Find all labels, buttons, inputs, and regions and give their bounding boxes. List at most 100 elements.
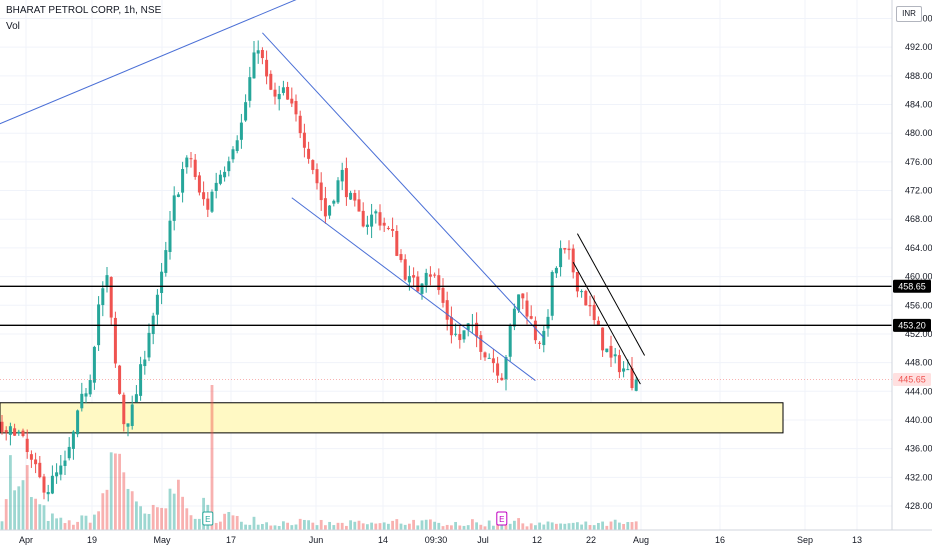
- candle-body: [214, 182, 218, 191]
- candle-body: [164, 250, 168, 273]
- candle-body: [63, 460, 67, 466]
- candle-body: [433, 274, 437, 276]
- candle-body: [596, 320, 600, 326]
- candle-body: [391, 229, 395, 231]
- volume-bar: [277, 525, 281, 530]
- volume-bar: [185, 508, 189, 530]
- price-axis[interactable]: 428.00 432.00 436.00 440.00 444.00 448.00 452.…: [893, 14, 932, 512]
- volume-bar: [177, 479, 180, 530]
- volume-bar: [399, 523, 403, 530]
- time-tick-label: Apr: [19, 535, 33, 545]
- volume-bar: [214, 522, 218, 530]
- volume-bar: [513, 520, 516, 530]
- candle-body: [491, 358, 495, 364]
- candle-body: [580, 291, 584, 293]
- volume-bar: [172, 493, 176, 530]
- volume-bar: [483, 526, 487, 530]
- volume-bar: [382, 522, 386, 530]
- candle-body: [357, 199, 361, 212]
- candle-body: [361, 210, 365, 227]
- candle-body: [571, 248, 575, 273]
- candle-body: [496, 363, 500, 376]
- volume-bar: [466, 525, 470, 530]
- volume-bar: [51, 513, 54, 530]
- candle-body: [525, 300, 529, 317]
- volume-bar: [25, 465, 29, 530]
- candle-body: [529, 316, 533, 319]
- volume-bar: [67, 520, 71, 530]
- candle-body: [67, 446, 71, 459]
- volume-bar: [462, 525, 466, 530]
- support-zone[interactable]: [0, 402, 784, 434]
- candle-body: [483, 352, 487, 358]
- volume-bar: [34, 498, 37, 530]
- volume-bar: [231, 515, 235, 530]
- candle-body: [500, 377, 504, 381]
- volume-bar: [500, 525, 504, 530]
- volume-bar: [240, 521, 243, 530]
- candle-body: [617, 355, 621, 373]
- volume-bar: [147, 513, 151, 530]
- time-axis[interactable]: Apr 19 May 17 Jun 14 09:30 Jul 12 22 Aug 16 Sep 13: [19, 535, 862, 545]
- volume-bar: [454, 521, 457, 530]
- volume-bar: [315, 525, 319, 530]
- time-tick-label: 17: [226, 535, 236, 545]
- drawn-lines[interactable]: [0, 0, 892, 385]
- currency-badge[interactable]: INR: [896, 6, 922, 22]
- candle-body: [13, 428, 17, 436]
- candle-body: [122, 394, 126, 425]
- candle-body: [605, 348, 609, 353]
- volume-bar: [353, 521, 357, 530]
- volume-bar: [357, 520, 361, 530]
- candles[interactable]: [0, 40, 638, 502]
- volume-bar: [219, 521, 222, 530]
- time-tick-label: 13: [852, 535, 862, 545]
- candle-body: [550, 272, 554, 316]
- candle-body: [332, 200, 336, 204]
- volume-bar: [139, 506, 142, 530]
- volume-bar: [361, 523, 365, 530]
- volume-bar: [181, 496, 184, 530]
- candle-body: [622, 368, 626, 372]
- candle-body: [46, 492, 50, 495]
- volume-bar: [546, 521, 550, 530]
- volume-bar: [559, 523, 562, 530]
- volume-bar: [97, 511, 100, 530]
- volume-bar: [261, 524, 264, 530]
- volume-bar: [311, 522, 315, 530]
- candle-body: [4, 430, 8, 433]
- volume-bar: [597, 522, 600, 530]
- volume-bar: [160, 507, 163, 530]
- volume-bar: [9, 455, 12, 530]
- candle-body: [260, 50, 264, 59]
- candle-body: [139, 364, 143, 396]
- price-tick-label: 468.00: [905, 214, 932, 224]
- candle-body: [386, 227, 390, 229]
- candle-body: [185, 157, 189, 168]
- volume-bar: [387, 523, 390, 530]
- price-tick-label: 480.00: [905, 128, 932, 138]
- candle-body: [248, 77, 252, 101]
- volume-bar: [21, 480, 25, 530]
- volume-bar: [471, 519, 474, 530]
- candle-body: [29, 454, 33, 460]
- volume-bar: [235, 515, 239, 530]
- candle-body: [462, 330, 466, 340]
- candle-body: [168, 220, 172, 253]
- price-tick-label: 428.00: [905, 501, 932, 511]
- volume-bar: [244, 524, 247, 530]
- volume-bar: [429, 519, 432, 530]
- candle-body: [21, 430, 25, 437]
- volume-bar: [576, 522, 579, 530]
- volume-bar: [408, 523, 411, 530]
- candle-body: [302, 132, 306, 148]
- volume-bar: [437, 522, 441, 530]
- candle-body: [370, 214, 374, 227]
- candle-body: [42, 476, 46, 493]
- candle-body: [17, 431, 21, 434]
- candle-body: [592, 304, 596, 321]
- volume-bar: [30, 497, 33, 530]
- time-tick-label: May: [153, 535, 171, 545]
